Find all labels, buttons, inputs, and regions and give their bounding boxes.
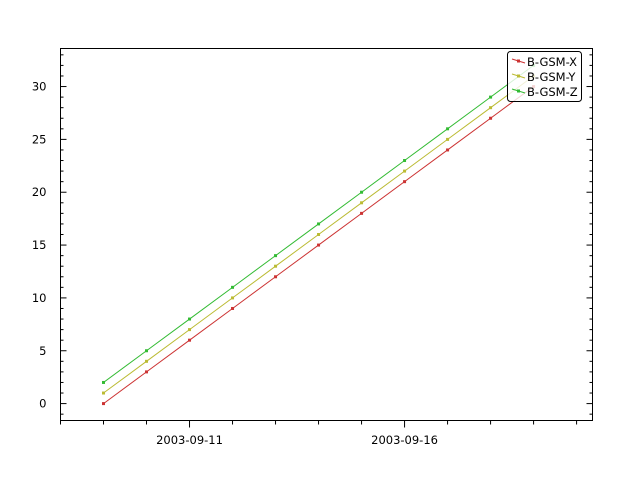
data-point [360,201,364,205]
data-point [188,317,192,321]
data-point [231,296,235,300]
legend-marker [517,74,520,78]
data-point [317,222,321,226]
y-tick-label: 30 [32,80,47,94]
data-point [274,254,278,258]
data-point [317,233,321,236]
data-point [489,95,493,99]
legend-label: B-GSM-X [527,55,577,69]
data-point [188,328,192,332]
data-point [403,159,407,163]
legend-label: B-GSM-Y [527,70,576,84]
x-tick-label: 2003-09-11 [156,433,223,447]
y-tick-label: 15 [32,238,47,252]
data-point [102,391,106,395]
x-tick-label: 2003-09-16 [371,433,438,447]
legend-marker [517,59,520,63]
y-tick-label: 10 [32,291,47,305]
y-tick-label: 20 [32,185,47,199]
data-point [231,285,235,289]
data-point [489,116,493,120]
data-point [360,211,364,215]
data-point [317,243,321,247]
data-point [360,190,364,194]
plot-area [60,48,593,421]
data-point [231,306,235,310]
data-point [145,370,149,374]
data-point [274,275,278,279]
data-point [446,127,450,131]
legend: B-GSM-XB-GSM-YB-GSM-Z [507,51,582,102]
data-point [274,264,278,268]
y-tick-label: 25 [32,132,47,146]
data-point [102,402,106,406]
y-tick-label: 5 [39,344,46,358]
data-point [188,338,192,342]
y-tick-label: 0 [39,397,46,411]
data-point [145,359,149,363]
data-point [403,180,407,184]
data-point [145,349,149,353]
legend-label: B-GSM-Z [527,85,578,99]
data-point [489,106,493,110]
legend-marker [517,89,520,93]
data-point [446,148,450,152]
legend-box [507,51,582,102]
data-point [102,380,106,384]
data-point [446,137,450,141]
data-point [403,169,407,173]
